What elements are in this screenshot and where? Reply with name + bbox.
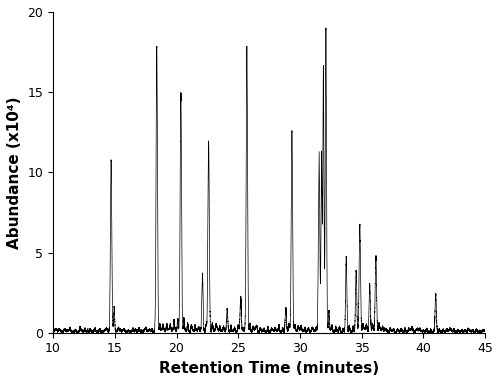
- X-axis label: Retention Time (minutes): Retention Time (minutes): [159, 361, 379, 376]
- Y-axis label: Abundance (x10⁴): Abundance (x10⁴): [7, 96, 22, 249]
